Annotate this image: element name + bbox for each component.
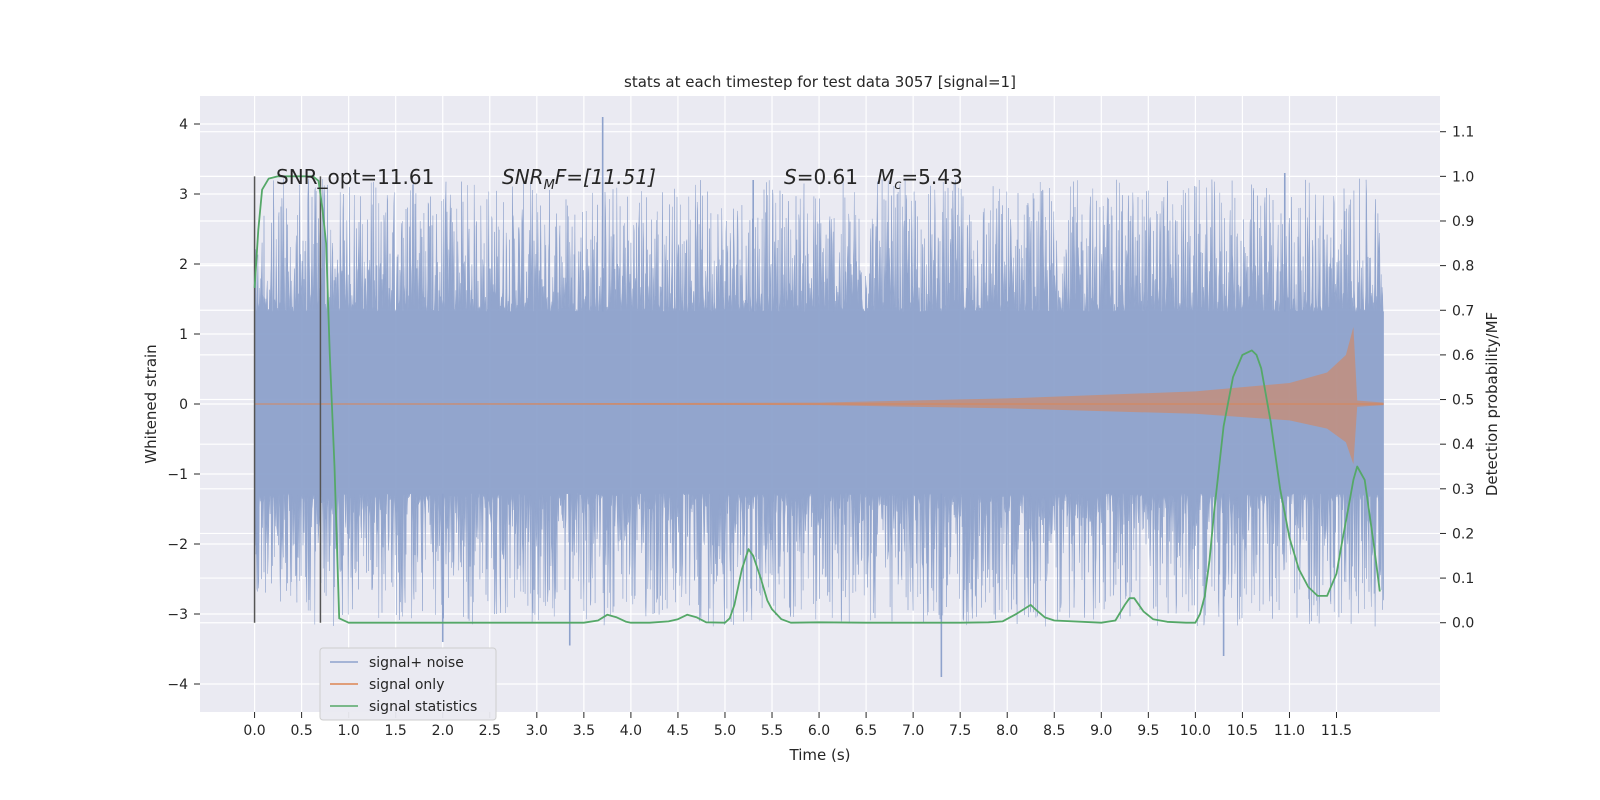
annotation-s: S=0.61 [784, 165, 858, 189]
x-tick-label: 10.0 [1180, 723, 1211, 739]
x-tick-label: 8.0 [996, 723, 1018, 739]
y-tick-label: 1 [179, 327, 188, 343]
y-tick-label: −1 [167, 467, 188, 483]
y-right-tick-label: 0.1 [1452, 571, 1474, 587]
x-tick-label: 2.0 [432, 723, 454, 739]
annotation-snr-mf-main: SNR [502, 165, 544, 189]
y-axis-right-label: Detection probability/MF [1483, 312, 1501, 496]
y-tick-label: 4 [179, 117, 188, 133]
x-tick-label: 2.5 [479, 723, 501, 739]
axes: 0.0 0.5 1.0 1.5 2.0 2.5 3.0 3.5 4.0 4.5 5.0 5.5 6.0 6… [167, 117, 1474, 739]
series-signal-plus-noise [254, 117, 1384, 677]
legend: signal+ noise signal only signal statist… [319, 647, 497, 721]
y-right-tick-label: 0.8 [1452, 259, 1474, 275]
y-right-tick-label: 0.9 [1452, 214, 1474, 230]
x-tick-label: 4.0 [620, 723, 642, 739]
x-axis-label: Time (s) [789, 746, 851, 764]
y-right-tick-label: 0.5 [1452, 393, 1474, 409]
x-tick-label: 7.5 [949, 723, 971, 739]
annotation-snr-mf: SNRMF=[11.51] [502, 165, 656, 193]
x-tick-label: 7.0 [902, 723, 924, 739]
chart-title: stats at each timestep for test data 305… [624, 73, 1016, 91]
y-right-tick-label: 0.4 [1452, 437, 1474, 453]
x-tick-label: 1.5 [385, 723, 407, 739]
x-tick-label: 4.5 [667, 723, 689, 739]
y-right-tick-label: 1.1 [1452, 125, 1474, 141]
y-tick-label: −4 [167, 677, 188, 693]
x-tick-label: 10.5 [1227, 723, 1258, 739]
legend-label-signal-only: signal only [369, 677, 444, 693]
annotation-snr-opt: SNR_opt=11.61 [276, 165, 434, 189]
y-axis-label: Whitened strain [142, 344, 160, 463]
x-tick-label: 9.0 [1090, 723, 1112, 739]
y-tick-label: 3 [179, 187, 188, 203]
y-right-tick-label: 0.7 [1452, 303, 1474, 319]
legend-label-signal-plus-noise: signal+ noise [369, 655, 464, 671]
x-tick-label: 3.5 [573, 723, 595, 739]
legend-label-signal-statistics: signal statistics [369, 699, 477, 715]
annotation-s-rest: =0.61 [797, 165, 858, 189]
annotation-s-var: S [784, 165, 797, 189]
x-tick-label: 5.5 [761, 723, 783, 739]
y-right-tick-label: 1.0 [1452, 169, 1474, 185]
statistics-line [253, 175, 1381, 624]
x-tick-label: 1.0 [338, 723, 360, 739]
y-right-tick-label: 0.0 [1452, 616, 1474, 632]
y-tick-label: −2 [167, 537, 188, 553]
y-tick-label: 2 [179, 257, 188, 273]
x-tick-label: 0.5 [290, 723, 312, 739]
legend-frame [319, 647, 497, 721]
annotation-snr-mf-rest: F=[11.51] [555, 165, 656, 189]
y-right-tick-label: 0.6 [1452, 348, 1474, 364]
x-tick-label: 0.0 [243, 723, 265, 739]
vertical-markers [253, 176, 322, 623]
annotation-mc-sub: c [894, 178, 901, 193]
x-tick-label: 6.0 [808, 723, 830, 739]
x-tick-label: 5.0 [714, 723, 736, 739]
x-tick-label: 6.5 [855, 723, 877, 739]
y-right-tick-label: 0.2 [1452, 526, 1474, 542]
series-signal-statistics [253, 175, 1381, 624]
x-tick-label: 11.5 [1321, 723, 1352, 739]
x-tick-label: 11.0 [1274, 723, 1305, 739]
annotation-mc-rest: =5.43 [901, 165, 962, 189]
signal-envelope [254, 327, 1384, 465]
noise-trace [254, 178, 1384, 627]
y-tick-label: 0 [179, 397, 188, 413]
series-signal-only [254, 327, 1384, 465]
annotation-mc-var: M [877, 165, 894, 189]
x-tick-label: 9.5 [1137, 723, 1159, 739]
annotation-mc: Mc=5.43 [877, 165, 963, 193]
y-right-tick-label: 0.3 [1452, 482, 1474, 498]
y-tick-label: −3 [167, 607, 188, 623]
x-tick-label: 3.0 [526, 723, 548, 739]
x-tick-label: 8.5 [1043, 723, 1065, 739]
annotation-snr-mf-sub: M [544, 178, 555, 193]
